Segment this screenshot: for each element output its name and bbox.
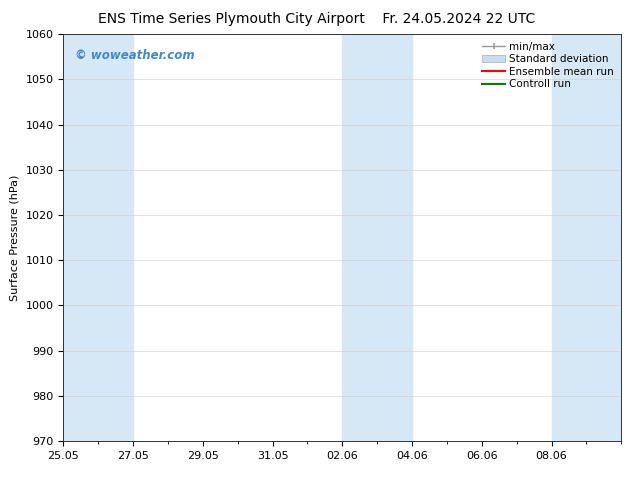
Legend: min/max, Standard deviation, Ensemble mean run, Controll run: min/max, Standard deviation, Ensemble me… [480,40,616,92]
Bar [342,34,412,441]
Text: © woweather.com: © woweather.com [75,49,194,62]
Text: ENS Time Series Plymouth City Airport    Fr. 24.05.2024 22 UTC: ENS Time Series Plymouth City Airport Fr… [98,12,536,26]
Bar [63,34,133,441]
Bar [552,34,621,441]
Y-axis label: Surface Pressure (hPa): Surface Pressure (hPa) [10,174,20,301]
Title: ENS Time Series Plymouth City Airport      Fr. 24.05.2024 22 UTC: ENS Time Series Plymouth City Airport Fr… [0,489,1,490]
